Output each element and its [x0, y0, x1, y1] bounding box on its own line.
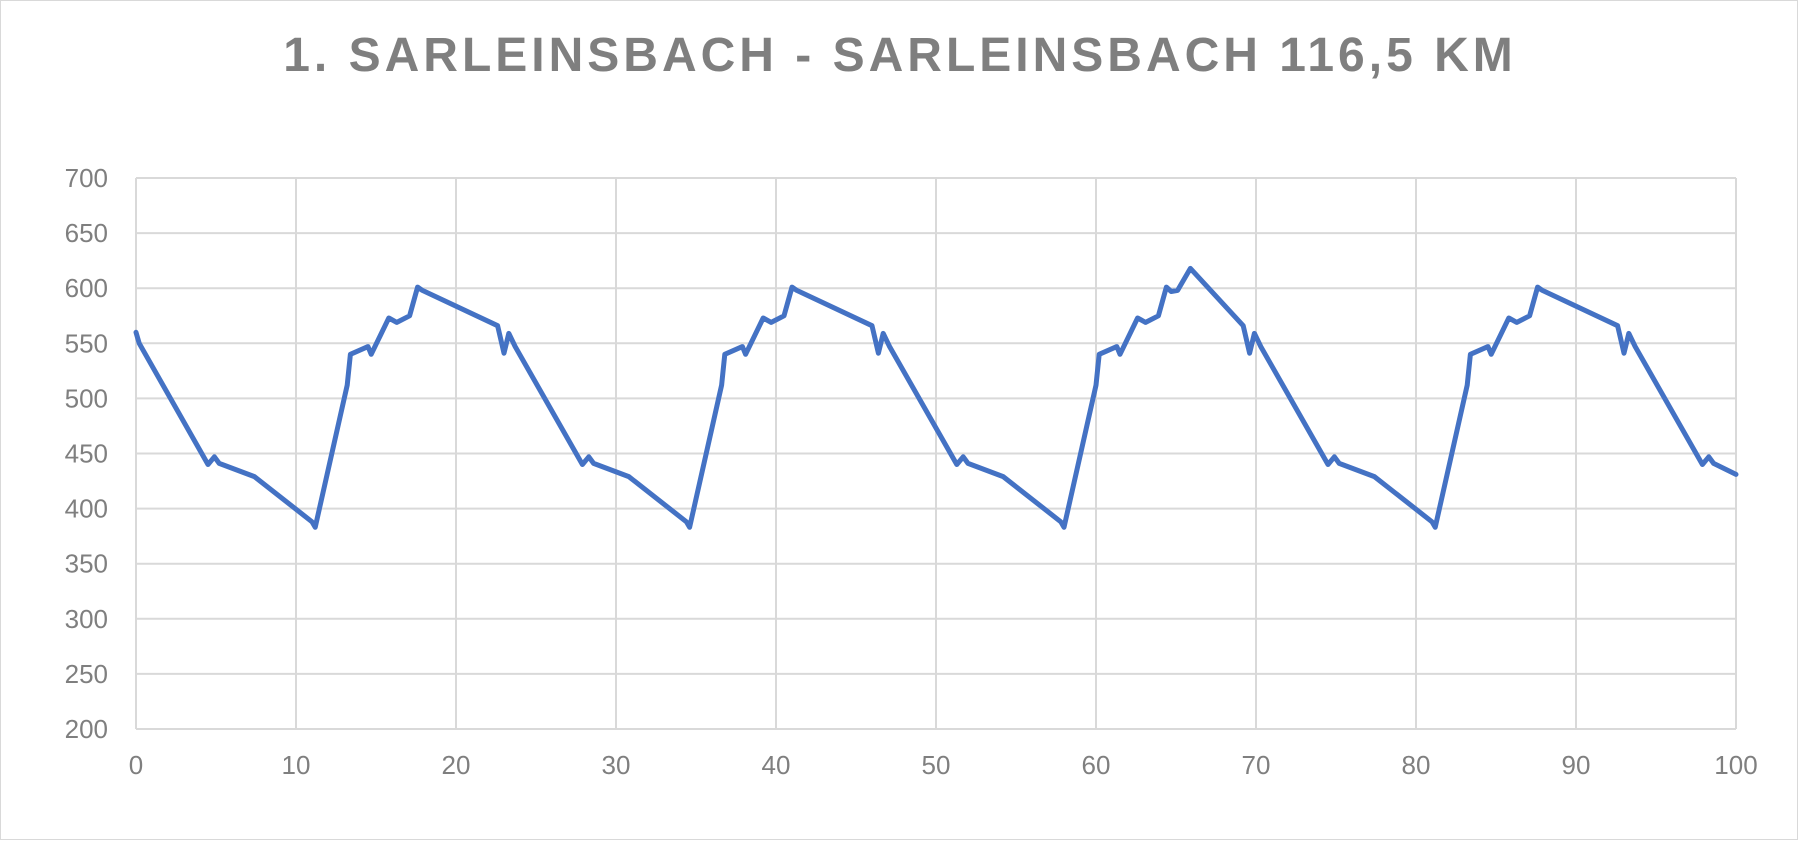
x-tick-label: 10 — [282, 750, 311, 780]
x-tick-label: 60 — [1082, 750, 1111, 780]
x-tick-label: 80 — [1402, 750, 1431, 780]
y-tick-label: 700 — [65, 163, 108, 193]
x-tick-label: 70 — [1242, 750, 1271, 780]
x-tick-label: 40 — [762, 750, 791, 780]
x-tick-label: 0 — [129, 750, 143, 780]
x-tick-label: 90 — [1562, 750, 1591, 780]
y-tick-label: 500 — [65, 383, 108, 413]
x-tick-label: 20 — [442, 750, 471, 780]
y-tick-label: 600 — [65, 273, 108, 303]
y-tick-label: 300 — [65, 604, 108, 634]
y-axis-ticks: 200 250 300 350 400 450 500 550 600 650 700 — [65, 163, 108, 744]
y-tick-label: 450 — [65, 439, 108, 469]
y-tick-label: 550 — [65, 328, 108, 358]
series-layer — [133, 265, 1739, 530]
y-tick-label: 400 — [65, 494, 108, 524]
y-tick-label: 200 — [65, 714, 108, 744]
y-tick-label: 650 — [65, 218, 108, 248]
x-tick-label: 30 — [602, 750, 631, 780]
y-tick-label: 350 — [65, 549, 108, 579]
grid — [135, 177, 1737, 730]
y-tick-label: 250 — [65, 659, 108, 689]
x-axis-ticks: 0 10 20 30 40 50 60 70 80 90 100 — [129, 750, 1758, 780]
elevation-line — [133, 265, 1739, 530]
chart-title: 1. SARLEINSBACH - SARLEINSBACH 116,5 KM — [283, 29, 1517, 82]
x-tick-label: 100 — [1714, 750, 1757, 780]
x-tick-label: 50 — [922, 750, 951, 780]
